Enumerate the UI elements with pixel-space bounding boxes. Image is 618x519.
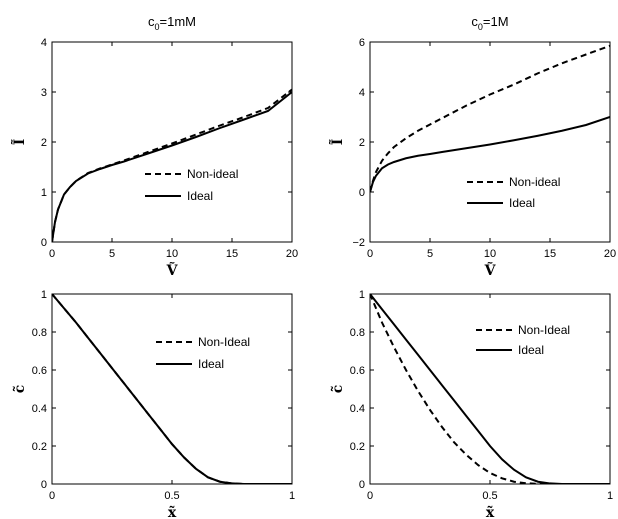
y-axis-label: Ĩ: [9, 139, 28, 146]
y-tick-label: 2: [41, 137, 47, 149]
panel-1: 0 5 10 15 20 0 1 2 3 4 c0=1mM Ṽ Ĩ Non-ideal Ideal: [9, 14, 298, 279]
series-line-dashed: [52, 88, 292, 242]
x-tick-label: 20: [604, 248, 616, 260]
series-line-dashed: [370, 294, 610, 484]
y-tick-label: 6: [359, 37, 365, 49]
y-tick-label: 0.8: [350, 327, 365, 339]
legend-label: Non-Ideal: [198, 335, 250, 349]
x-tick-label: 20: [286, 248, 298, 260]
axes-box: [51, 293, 293, 485]
y-tick-label: 0.6: [32, 365, 47, 377]
x-tick-label: 10: [484, 248, 496, 260]
y-axis-label: c̃: [329, 385, 346, 394]
x-tick-label: 5: [109, 248, 115, 260]
legend-label: Non-Ideal: [518, 323, 570, 337]
y-tick-label: 0.4: [32, 403, 47, 415]
x-tick-label: 0: [49, 248, 55, 260]
x-tick-label: 0.5: [482, 490, 497, 502]
y-tick-label: 1: [41, 187, 47, 199]
panel-title: c0=1M: [471, 14, 508, 32]
x-tick-label: 0: [367, 248, 373, 260]
x-axis-label: x̃: [486, 504, 495, 519]
y-tick-label: 0: [359, 479, 365, 491]
x-tick-label: 1: [607, 490, 613, 502]
legend-label: Ideal: [187, 189, 213, 203]
axes-box: [369, 41, 611, 243]
y-tick-label: 0.2: [32, 441, 47, 453]
y-tick-label: 1: [359, 289, 365, 301]
y-tick-label: 0: [41, 237, 47, 249]
series-line-solid: [52, 91, 292, 242]
y-tick-label: 0.4: [350, 403, 365, 415]
x-axis-label: Ṽ: [484, 260, 497, 279]
legend: Non-ideal Ideal: [145, 167, 238, 203]
x-axis-label: x̃: [168, 504, 177, 519]
x-tick-label: 0.5: [164, 490, 179, 502]
y-tick-label: 0: [359, 187, 365, 199]
panel-3: 0 0.5 1 0 0.2 0.4 0.6 0.8 1 x̃ c̃ Non-Ideal Ideal: [11, 289, 295, 519]
x-tick-label: 1: [289, 490, 295, 502]
legend-label: Ideal: [198, 357, 224, 371]
y-tick-label: −2: [352, 237, 365, 249]
y-tick-label: 0.2: [350, 441, 365, 453]
y-tick-label: 3: [41, 87, 47, 99]
x-tick-label: 0: [367, 490, 373, 502]
x-tick-label: 15: [226, 248, 238, 260]
legend-label: Non-ideal: [509, 175, 560, 189]
x-tick-label: 5: [427, 248, 433, 260]
panel-4: 0 0.5 1 0 0.2 0.4 0.6 0.8 1 x̃ c̃ Non-Ideal Ideal: [329, 289, 613, 519]
legend-label: Non-ideal: [187, 167, 238, 181]
series-line-solid: [370, 116, 610, 193]
series-line-solid: [52, 294, 292, 484]
series-line-solid: [370, 294, 610, 484]
x-tick-label: 10: [166, 248, 178, 260]
legend-label: Ideal: [518, 343, 544, 357]
y-tick-label: 0.8: [32, 327, 47, 339]
legend-label: Ideal: [509, 196, 535, 210]
y-tick-label: 1: [41, 289, 47, 301]
x-tick-label: 15: [544, 248, 556, 260]
series-line-dashed: [52, 294, 292, 484]
y-tick-label: 0.6: [350, 365, 365, 377]
legend: Non-Ideal Ideal: [476, 323, 570, 357]
y-axis-label: Ĩ: [327, 139, 346, 146]
panel-title: c0=1mM: [148, 14, 196, 32]
axes-box: [51, 41, 293, 243]
axes-box: [369, 293, 611, 485]
y-tick-label: 2: [359, 137, 365, 149]
y-tick-label: 4: [41, 37, 47, 49]
y-tick-label: 4: [359, 87, 365, 99]
x-axis-label: Ṽ: [166, 260, 179, 279]
y-axis-label: c̃: [11, 385, 28, 394]
x-tick-label: 0: [49, 490, 55, 502]
legend: Non-Ideal Ideal: [156, 335, 250, 371]
legend: Non-ideal Ideal: [467, 175, 560, 210]
y-tick-label: 0: [41, 479, 47, 491]
series-line-dashed: [370, 44, 610, 193]
